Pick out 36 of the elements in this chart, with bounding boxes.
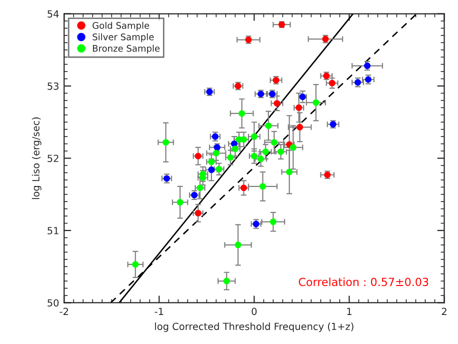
legend-label: Gold Sample	[92, 22, 150, 31]
point	[176, 199, 184, 206]
legend-label: Bronze Sample	[92, 44, 160, 54]
point	[194, 152, 202, 160]
point	[132, 261, 139, 268]
point	[194, 210, 202, 216]
y-axis-title: log Liso (erg/sec)	[32, 117, 42, 200]
x-tick-label: -2	[60, 308, 68, 315]
y-tick-label: 50	[48, 299, 59, 307]
y-tick-label: 51	[48, 227, 58, 234]
point	[364, 62, 371, 70]
x-tick-label: -1	[154, 308, 164, 315]
x-tick-label: 2	[442, 308, 446, 315]
y-tick-label: 53	[48, 82, 58, 90]
x-tick-label: 1	[347, 308, 352, 315]
legend-label: Silver Sample	[92, 33, 154, 42]
point	[250, 133, 258, 140]
y-tick-label: 54	[48, 10, 59, 18]
point	[162, 139, 170, 146]
point	[312, 99, 320, 106]
x-tick-label: 0	[252, 308, 257, 316]
annotation: Correlation : 0.57±0.03	[298, 278, 428, 286]
point	[270, 218, 276, 226]
point	[290, 144, 296, 151]
point	[238, 110, 246, 117]
point	[265, 122, 272, 129]
point	[262, 148, 269, 155]
point	[234, 242, 242, 248]
point	[270, 139, 278, 146]
y-tick-label: 52	[48, 154, 58, 162]
point	[274, 100, 280, 107]
x-axis-title: log Corrected Threshold Frequency (1+z)	[155, 322, 354, 332]
point	[278, 148, 284, 155]
point	[259, 183, 266, 190]
point	[223, 278, 230, 284]
point	[258, 156, 264, 162]
